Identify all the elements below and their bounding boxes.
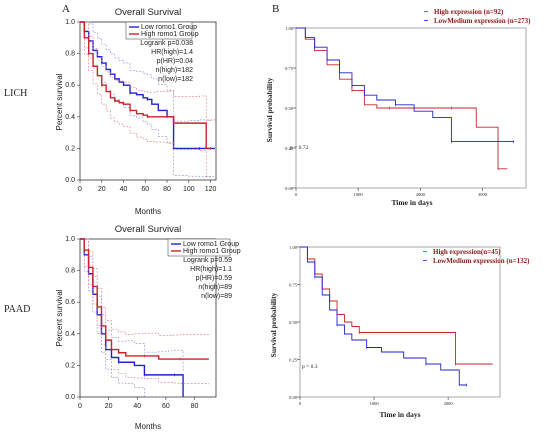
stat-line: Logrank p=0.038 (140, 40, 193, 47)
y-tick-label: 0.00 (289, 395, 298, 400)
y-tick-label: 0.0 (65, 394, 75, 401)
y-tick-label: 0.6 (65, 82, 75, 89)
survival-curve-low (300, 246, 467, 386)
x-tick-label: 0 (78, 403, 82, 410)
dynamic-marks: 0 20 40 60 80 100 120 0.0 0.2 0.4 0.6 0.8 1.0 Low rom… (65, 11, 527, 410)
survival-curve-low (296, 27, 514, 143)
b2-pvalue: p = 0.3 (302, 364, 318, 370)
x-tick-label: 0 (295, 192, 298, 197)
survival-curve-high (80, 21, 211, 150)
y-tick-label: 0.2 (65, 362, 75, 369)
x-tick-label: 2000 (416, 192, 426, 197)
plot-frame (79, 238, 217, 398)
x-tick-label: 80 (163, 186, 171, 193)
stat-line: n(high)=89 (198, 284, 232, 291)
b2-ylabel: Survival probability (269, 292, 278, 357)
stat-line: HR(high)=1.4 (151, 49, 193, 56)
a2-ylabel: Percent survival (55, 289, 64, 346)
b1-legend-high: High expression (n=92) (434, 8, 504, 16)
x-tick-label: 0 (299, 401, 302, 406)
y-tick-label: 0.0 (65, 177, 75, 184)
confidence-band (80, 238, 210, 336)
chart-A2: 0 20 40 60 80 0.0 0.2 0.4 0.6 0.8 1.0 Low romo1 Gro… (65, 236, 240, 410)
y-tick-label: 0.2 (65, 145, 75, 152)
y-tick-label: 0.8 (65, 51, 75, 58)
stat-line: p(HR)=0.59 (196, 275, 232, 282)
x-tick-label: 80 (191, 403, 199, 410)
x-tick-label: 40 (133, 403, 141, 410)
a1-xlabel: Months (135, 207, 161, 216)
b2-legend-high: High expression(n=45) (433, 248, 501, 256)
legend-label: Low romo1 Group (141, 24, 197, 31)
a2-xlabel: Months (135, 422, 161, 431)
stat-line: HR(high)=1.1 (190, 266, 232, 273)
chart-A1: 0 20 40 60 80 100 120 0.0 0.2 0.4 0.6 0.8 1.0 Low rom… (65, 19, 216, 193)
confidence-band (80, 21, 211, 177)
confidence-band (80, 238, 210, 385)
a1-ylabel: Percent survival (55, 73, 64, 130)
x-tick-label: 100 (183, 186, 195, 193)
legend-label: High romo1 Group (183, 248, 241, 255)
plot-frame (299, 246, 501, 398)
confidence-band (80, 21, 216, 122)
y-tick-label: 0.75 (289, 283, 298, 288)
y-tick-label: 0.75 (285, 66, 294, 71)
x-tick-label: 20 (105, 403, 113, 410)
stat-line: n(low)=182 (158, 76, 193, 83)
y-tick-label: 0.6 (65, 299, 75, 306)
x-tick-label: 3000 (478, 192, 488, 197)
x-tick-label: 120 (205, 186, 217, 193)
x-tick-label: 40 (120, 186, 128, 193)
row-label-paad: PAAD (4, 304, 30, 315)
y-tick-label: 0.50 (289, 320, 298, 325)
chart-B1: 0 1000 2000 3000 0.00 0.25 0.50 0.75 1.00 (285, 11, 527, 197)
b2-xlabel: Time in days (379, 410, 420, 419)
survival-curve-high (80, 238, 209, 360)
legend-label: Low romo1 Group (183, 241, 239, 248)
y-tick-label: 0.25 (285, 146, 294, 151)
survival-curve-low (80, 238, 184, 397)
y-tick-label: 1.00 (289, 245, 298, 250)
b2-legend-low: LowMedium expression (n=132) (433, 257, 530, 265)
y-tick-label: 0.50 (285, 106, 294, 111)
y-tick-label: 1.0 (65, 19, 75, 26)
x-tick-label: 60 (162, 403, 170, 410)
x-tick-label: 0 (78, 186, 82, 193)
stat-line: Logrank p=0.59 (183, 257, 232, 264)
x-tick-label: 1000 (370, 401, 380, 406)
confidence-band (80, 21, 211, 121)
b1-xlabel: Time in days (391, 198, 432, 207)
a1-title: Overall Survival (115, 7, 182, 18)
survival-curve-low (80, 21, 215, 150)
x-tick-label: 2000 (444, 401, 454, 406)
y-tick-label: 0.00 (285, 186, 294, 191)
legend-label: High romo1 Group (141, 31, 199, 38)
confidence-band (80, 238, 184, 398)
panel-label-a: A (62, 3, 70, 15)
panel-label-b: B (272, 3, 279, 15)
row-label-lich: LICH (4, 88, 27, 99)
stat-line: n(low)=89 (201, 293, 232, 300)
x-tick-label: 1000 (354, 192, 364, 197)
survival-curve-high (296, 27, 508, 170)
x-tick-label: 60 (141, 186, 149, 193)
a2-title: Overall Survival (115, 224, 182, 235)
b1-legend-low: LowMedium expression (n=273) (434, 17, 531, 25)
b1-pvalue: p = 0.72 (290, 145, 308, 151)
y-tick-label: 0.8 (65, 268, 75, 275)
stat-line: n(high)=182 (155, 67, 193, 74)
b1-ylabel: Survival probability (265, 77, 274, 142)
y-tick-label: 0.25 (289, 358, 298, 363)
y-tick-label: 1.00 (285, 26, 294, 31)
y-tick-label: 0.4 (65, 331, 75, 338)
x-tick-label: 20 (98, 186, 106, 193)
stat-line: p(HR)=0.04 (157, 58, 193, 65)
y-tick-label: 1.0 (65, 236, 75, 243)
legend-box (167, 238, 231, 257)
confidence-band (80, 238, 184, 372)
chart-B2: 0 1000 2000 0.00 0.25 0.50 0.75 1.00 (289, 245, 501, 406)
y-tick-label: 0.4 (65, 114, 75, 121)
legend-box (125, 21, 193, 40)
